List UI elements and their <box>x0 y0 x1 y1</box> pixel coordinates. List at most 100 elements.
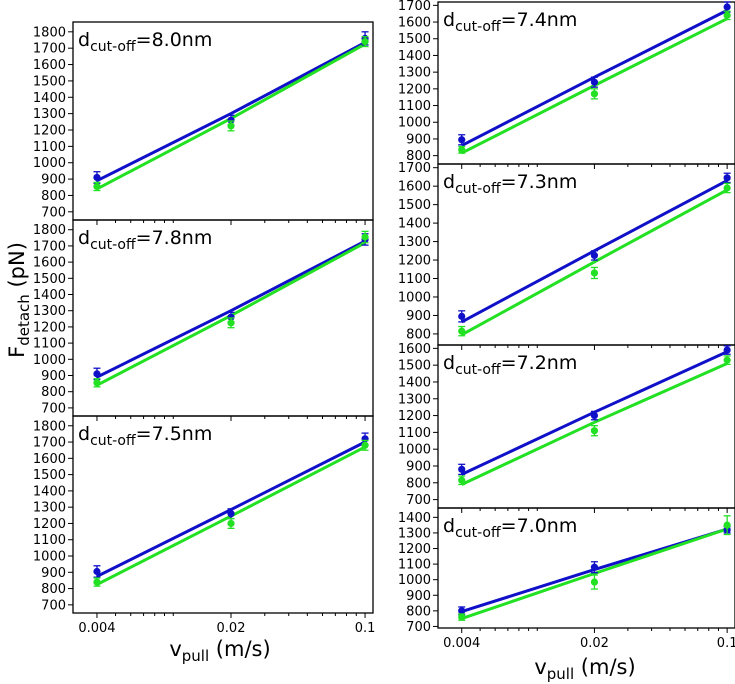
data-point-series-1 <box>458 136 466 144</box>
x-axis-title-right: vpull (m/s) <box>534 655 635 683</box>
y-tick-label: 900 <box>41 566 66 581</box>
data-point-series-2 <box>227 519 235 528</box>
data-point-series-1 <box>458 465 466 473</box>
panel-label: dcut-off=7.0nm <box>443 515 577 541</box>
y-tick-label: 1200 <box>398 409 431 424</box>
x-tick-label: 0.02 <box>580 636 609 651</box>
data-point-series-2 <box>361 233 369 241</box>
y-tick-label: 700 <box>406 493 431 508</box>
y-tick-label: 1300 <box>398 526 431 541</box>
y-tick-label: 1000 <box>33 156 66 171</box>
panel-label-value: =7.8nm <box>136 227 213 249</box>
data-point-series-2 <box>93 578 101 586</box>
data-point-series-2 <box>458 613 466 621</box>
data-point-series-2 <box>723 11 731 19</box>
y-tick-label: 1500 <box>33 468 66 483</box>
data-point-series-1 <box>590 563 599 571</box>
y-tick-label: 1400 <box>33 288 66 303</box>
y-tick-label: 1600 <box>33 256 66 271</box>
data-point-series-1 <box>458 607 466 615</box>
chart-panel-5: 800 900 1000 1100 1200 1300 1400 1500 1600 1700 dc… <box>398 161 735 350</box>
x-axis-title-left-main: v <box>169 637 181 661</box>
y-tick-label: 1300 <box>398 235 431 250</box>
fit-line-series-2 <box>460 188 728 337</box>
panel-label-value: =7.4nm <box>501 9 578 31</box>
plot-frame <box>72 415 374 614</box>
y-tick-label: 800 <box>406 604 431 619</box>
y-tick-label: 1700 <box>398 0 431 14</box>
data-point-series-1 <box>590 411 599 420</box>
data-point-series-1 <box>227 116 235 124</box>
data-point-series-2 <box>458 476 466 484</box>
y-tick-label: 1200 <box>33 320 66 335</box>
panel-label-value: =7.3nm <box>501 171 578 193</box>
y-tick-label: 900 <box>41 173 66 188</box>
fit-line-series-1 <box>96 41 366 183</box>
y-tick-label: 1000 <box>398 290 431 305</box>
panel-label-main: d <box>443 515 455 537</box>
data-point-series-2 <box>227 122 235 130</box>
panel-label-sub: cut-off <box>455 362 501 378</box>
fit-line-series-2 <box>461 527 728 621</box>
y-tick-label: 1200 <box>398 254 431 269</box>
y-tick-label: 1500 <box>398 359 431 374</box>
data-point-series-2 <box>723 356 731 364</box>
panels: 7008009001000110012001300140015001600170… <box>33 0 735 651</box>
y-tick-label: 700 <box>41 401 66 416</box>
y-tick-label: 1000 <box>33 353 66 368</box>
y-tick-label: 1200 <box>33 124 66 139</box>
data-point-series-2 <box>590 90 599 98</box>
y-tick-label: 1300 <box>398 392 431 407</box>
data-point-series-2 <box>93 379 101 387</box>
y-tick-label: 1000 <box>398 443 431 458</box>
panel-label-value: =7.2nm <box>501 352 578 374</box>
data-point-series-2 <box>361 441 369 449</box>
y-tick-label: 900 <box>41 369 66 384</box>
y-tick-label: 800 <box>406 149 431 164</box>
y-tick-label: 1100 <box>398 272 431 287</box>
y-tick-label: 900 <box>406 132 431 147</box>
data-point-series-1 <box>590 251 599 260</box>
data-point-series-1 <box>723 174 731 182</box>
panel-label-main: d <box>443 352 455 374</box>
y-tick-label: 1000 <box>398 573 431 588</box>
y-tick-label: 1600 <box>398 16 431 31</box>
x-axis-title-right-unit: (m/s) <box>574 655 636 679</box>
y-tick-label: 1400 <box>398 49 431 64</box>
data-point-series-2 <box>590 578 599 586</box>
data-point-series-2 <box>723 184 731 192</box>
y-tick-label: 1500 <box>33 74 66 89</box>
y-tick-label: 1400 <box>398 217 431 232</box>
y-tick-label: 700 <box>406 620 431 635</box>
panel-label-main: d <box>443 171 455 193</box>
panel-label-sub: cut-off <box>455 525 501 541</box>
y-tick-label: 900 <box>406 589 431 604</box>
x-axis-title-left: vpull (m/s) <box>169 637 270 665</box>
panel-label: dcut-off=7.8nm <box>78 227 212 253</box>
data-point-series-2 <box>723 521 731 529</box>
x-tick-label: 0.1 <box>717 636 735 651</box>
data-point-series-1 <box>458 312 466 320</box>
panel-label-value: =7.0nm <box>501 515 578 537</box>
panel-label: dcut-off=7.3nm <box>443 171 577 197</box>
panel-label-sub: cut-off <box>90 39 136 55</box>
data-point-series-1 <box>227 510 235 518</box>
data-point-series-1 <box>93 567 101 576</box>
y-tick-label: 1400 <box>398 375 431 390</box>
y-tick-label: 900 <box>406 459 431 474</box>
panel-label: dcut-off=7.4nm <box>443 9 577 35</box>
data-point-series-1 <box>723 3 731 11</box>
y-tick-label: 1300 <box>33 107 66 122</box>
panel-label: dcut-off=7.5nm <box>78 423 212 449</box>
y-tick-label: 1600 <box>398 342 431 357</box>
panel-label-sub: cut-off <box>455 19 501 35</box>
y-tick-label: 900 <box>406 309 431 324</box>
y-tick-label: 1100 <box>33 533 66 548</box>
x-tick-label: 0.02 <box>217 621 246 636</box>
data-point-series-2 <box>458 327 466 335</box>
y-axis-title-unit: (pN) <box>5 242 29 294</box>
y-tick-label: 1500 <box>33 272 66 287</box>
